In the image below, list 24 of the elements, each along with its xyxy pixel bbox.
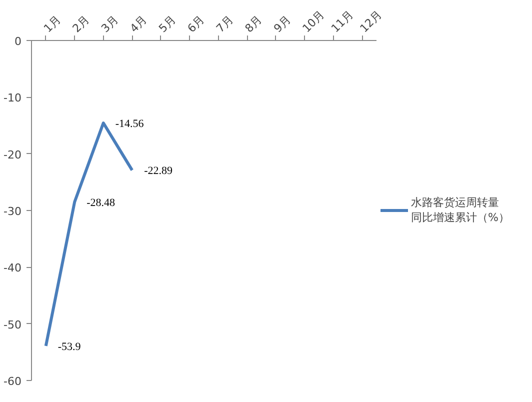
y-tick-label: -50 bbox=[4, 318, 22, 332]
x-tick-label: 4月 bbox=[128, 13, 150, 36]
data-label: -53.9 bbox=[58, 340, 82, 353]
data-label: -22.89 bbox=[144, 165, 174, 178]
x-tick-label: 6月 bbox=[185, 13, 207, 36]
y-tick-label: -40 bbox=[4, 262, 22, 275]
y-tick-label: 0 bbox=[14, 35, 22, 48]
x-tick-label: 8月 bbox=[242, 13, 264, 36]
data-label: -28.48 bbox=[86, 196, 116, 209]
x-tick-label: 7月 bbox=[214, 13, 236, 36]
y-tick-label: -60 bbox=[4, 375, 22, 388]
data-label: -14.56 bbox=[115, 118, 144, 130]
x-tick-label: 2月 bbox=[70, 13, 92, 36]
x-tick-label: 12月 bbox=[358, 8, 384, 36]
legend-label: 水路客货运周转量同比增速累计（%） bbox=[411, 195, 510, 225]
y-tick-label: -10 bbox=[4, 92, 22, 105]
x-tick-label: 10月 bbox=[300, 8, 327, 36]
x-tick-label: 5月 bbox=[156, 13, 178, 36]
x-tick-label: 3月 bbox=[98, 13, 121, 36]
x-tick-label: 11月 bbox=[328, 8, 356, 36]
y-tick-label: -30 bbox=[4, 205, 22, 218]
y-tick-label: -20 bbox=[4, 148, 22, 162]
x-tick-label: 9月 bbox=[271, 13, 294, 36]
x-tick-label: 1月 bbox=[41, 13, 64, 36]
